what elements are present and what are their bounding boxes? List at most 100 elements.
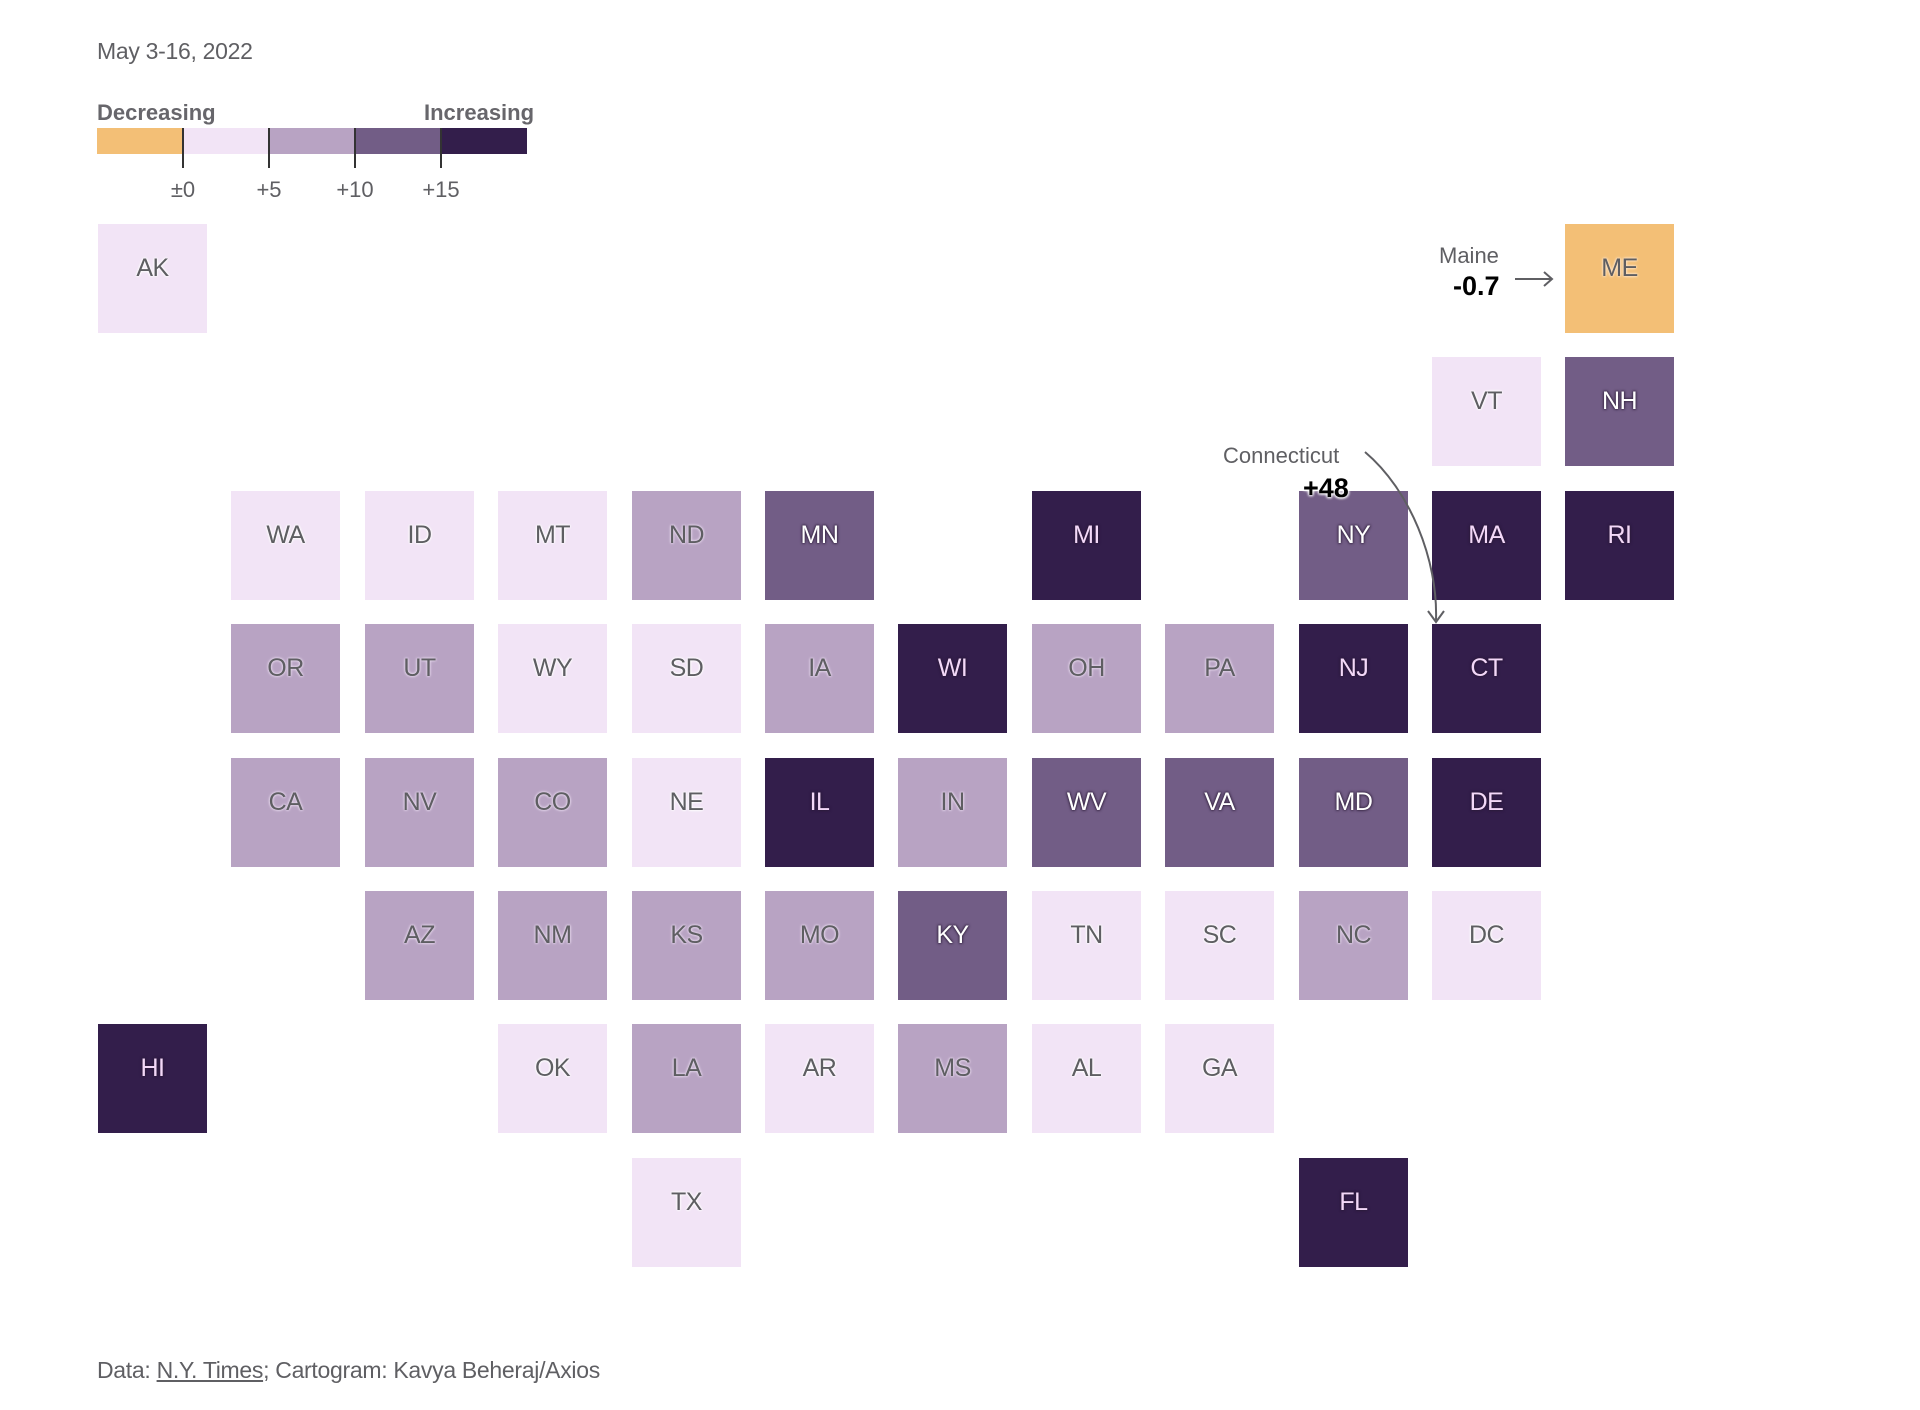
state-tile-md: MD (1299, 758, 1408, 867)
state-tile-ut: UT (365, 624, 474, 733)
state-tile-wy: WY (498, 624, 607, 733)
state-label: RI (1607, 521, 1633, 549)
state-tile-az: AZ (365, 891, 474, 1000)
state-label: HI (140, 1054, 166, 1082)
legend-tick-mark (354, 128, 356, 168)
date-range-subtitle: May 3-16, 2022 (97, 38, 253, 64)
state-label: AK (136, 254, 169, 282)
state-tile-ms: MS (898, 1024, 1007, 1133)
legend-color-bar (97, 128, 527, 154)
state-label: NV (402, 788, 437, 816)
state-tile-sd: SD (632, 624, 741, 733)
state-label: LA (671, 1054, 702, 1082)
state-tile-ar: AR (765, 1024, 874, 1133)
state-label: VA (1204, 788, 1235, 816)
state-tile-pa: PA (1165, 624, 1274, 733)
state-tile-co: CO (498, 758, 607, 867)
state-label: VT (1471, 387, 1502, 415)
state-tile-or: OR (231, 624, 340, 733)
state-label: KY (936, 921, 969, 949)
state-label: MO (799, 921, 840, 949)
state-tile-wv: WV (1032, 758, 1141, 867)
state-tile-ok: OK (498, 1024, 607, 1133)
state-tile-mt: MT (498, 491, 607, 600)
state-label: AZ (404, 921, 435, 949)
state-tile-in: IN (898, 758, 1007, 867)
legend-swatch-b0_5 (183, 128, 269, 154)
state-label: MD (1334, 788, 1373, 816)
state-label: MA (1468, 521, 1505, 549)
state-label: NJ (1338, 654, 1369, 682)
state-label: CA (268, 788, 303, 816)
state-tile-ne: NE (632, 758, 741, 867)
state-tile-ak: AK (98, 224, 207, 333)
state-label: WY (532, 654, 573, 682)
state-label: AR (802, 1054, 837, 1082)
state-tile-ga: GA (1165, 1024, 1274, 1133)
legend-swatch-dec (97, 128, 183, 154)
legend-tick-mark (440, 128, 442, 168)
legend-tick-label: ±0 (170, 177, 196, 202)
state-label: ND (668, 521, 705, 549)
state-tile-nh: NH (1565, 357, 1674, 466)
state-tile-sc: SC (1165, 891, 1274, 1000)
state-label: NC (1335, 921, 1372, 949)
state-label: IN (940, 788, 966, 816)
state-label: IL (809, 788, 830, 816)
state-label: TN (1070, 921, 1103, 949)
state-tile-ct: CT (1432, 624, 1541, 733)
source-footer: Data: N.Y. Times; Cartogram: Kavya Beher… (97, 1357, 600, 1384)
state-tile-ia: IA (765, 624, 874, 733)
connecticut-annotation-value: +48 (1303, 473, 1349, 503)
legend-swatch-b15p (441, 128, 527, 154)
nyt-source-link[interactable]: N.Y. Times (156, 1357, 264, 1383)
state-tile-tx: TX (632, 1158, 741, 1267)
state-tile-ny: NY (1299, 491, 1408, 600)
state-label: SD (669, 654, 704, 682)
connecticut-annotation-label: Connecticut (1223, 443, 1340, 468)
state-label: NY (1336, 521, 1371, 549)
state-tile-vt: VT (1432, 357, 1541, 466)
state-tile-mi: MI (1032, 491, 1141, 600)
legend-tick-mark (268, 128, 270, 168)
state-tile-wi: WI (898, 624, 1007, 733)
state-label: SC (1202, 921, 1237, 949)
state-tile-va: VA (1165, 758, 1274, 867)
legend-decreasing-label: Decreasing (97, 100, 216, 125)
state-tile-id: ID (365, 491, 474, 600)
state-label: MI (1073, 521, 1100, 549)
state-tile-mn: MN (765, 491, 874, 600)
state-label: AL (1071, 1054, 1102, 1082)
state-label: MN (800, 521, 839, 549)
state-label: IA (808, 654, 831, 682)
legend-tick-mark (182, 128, 184, 168)
state-tile-mo: MO (765, 891, 874, 1000)
state-label: NM (533, 921, 572, 949)
state-label: TX (671, 1188, 702, 1216)
state-tile-fl: FL (1299, 1158, 1408, 1267)
state-label: OH (1068, 654, 1105, 682)
state-tile-me: ME (1565, 224, 1674, 333)
footer-prefix: Data: (97, 1357, 157, 1383)
state-label: CT (1470, 654, 1503, 682)
maine-arrow (1515, 271, 1554, 287)
state-label: UT (403, 654, 436, 682)
state-label: PA (1204, 654, 1235, 682)
state-tile-ma: MA (1432, 491, 1541, 600)
state-label: OK (534, 1054, 571, 1082)
footer-suffix: ; Cartogram: Kavya Beheraj/Axios (263, 1357, 600, 1383)
state-tile-nv: NV (365, 758, 474, 867)
state-label: CO (534, 788, 571, 816)
state-label: DC (1468, 921, 1505, 949)
legend-swatch-b5_10 (269, 128, 355, 154)
state-tile-il: IL (765, 758, 874, 867)
state-tile-hi: HI (98, 1024, 207, 1133)
state-label: MS (934, 1054, 971, 1082)
state-label: NH (1601, 387, 1638, 415)
state-label: WI (937, 654, 968, 682)
state-label: ME (1601, 254, 1638, 282)
state-tile-ri: RI (1565, 491, 1674, 600)
state-tile-tn: TN (1032, 891, 1141, 1000)
legend-tick-label: +10 (336, 177, 374, 202)
legend-swatch-b10_15 (355, 128, 441, 154)
